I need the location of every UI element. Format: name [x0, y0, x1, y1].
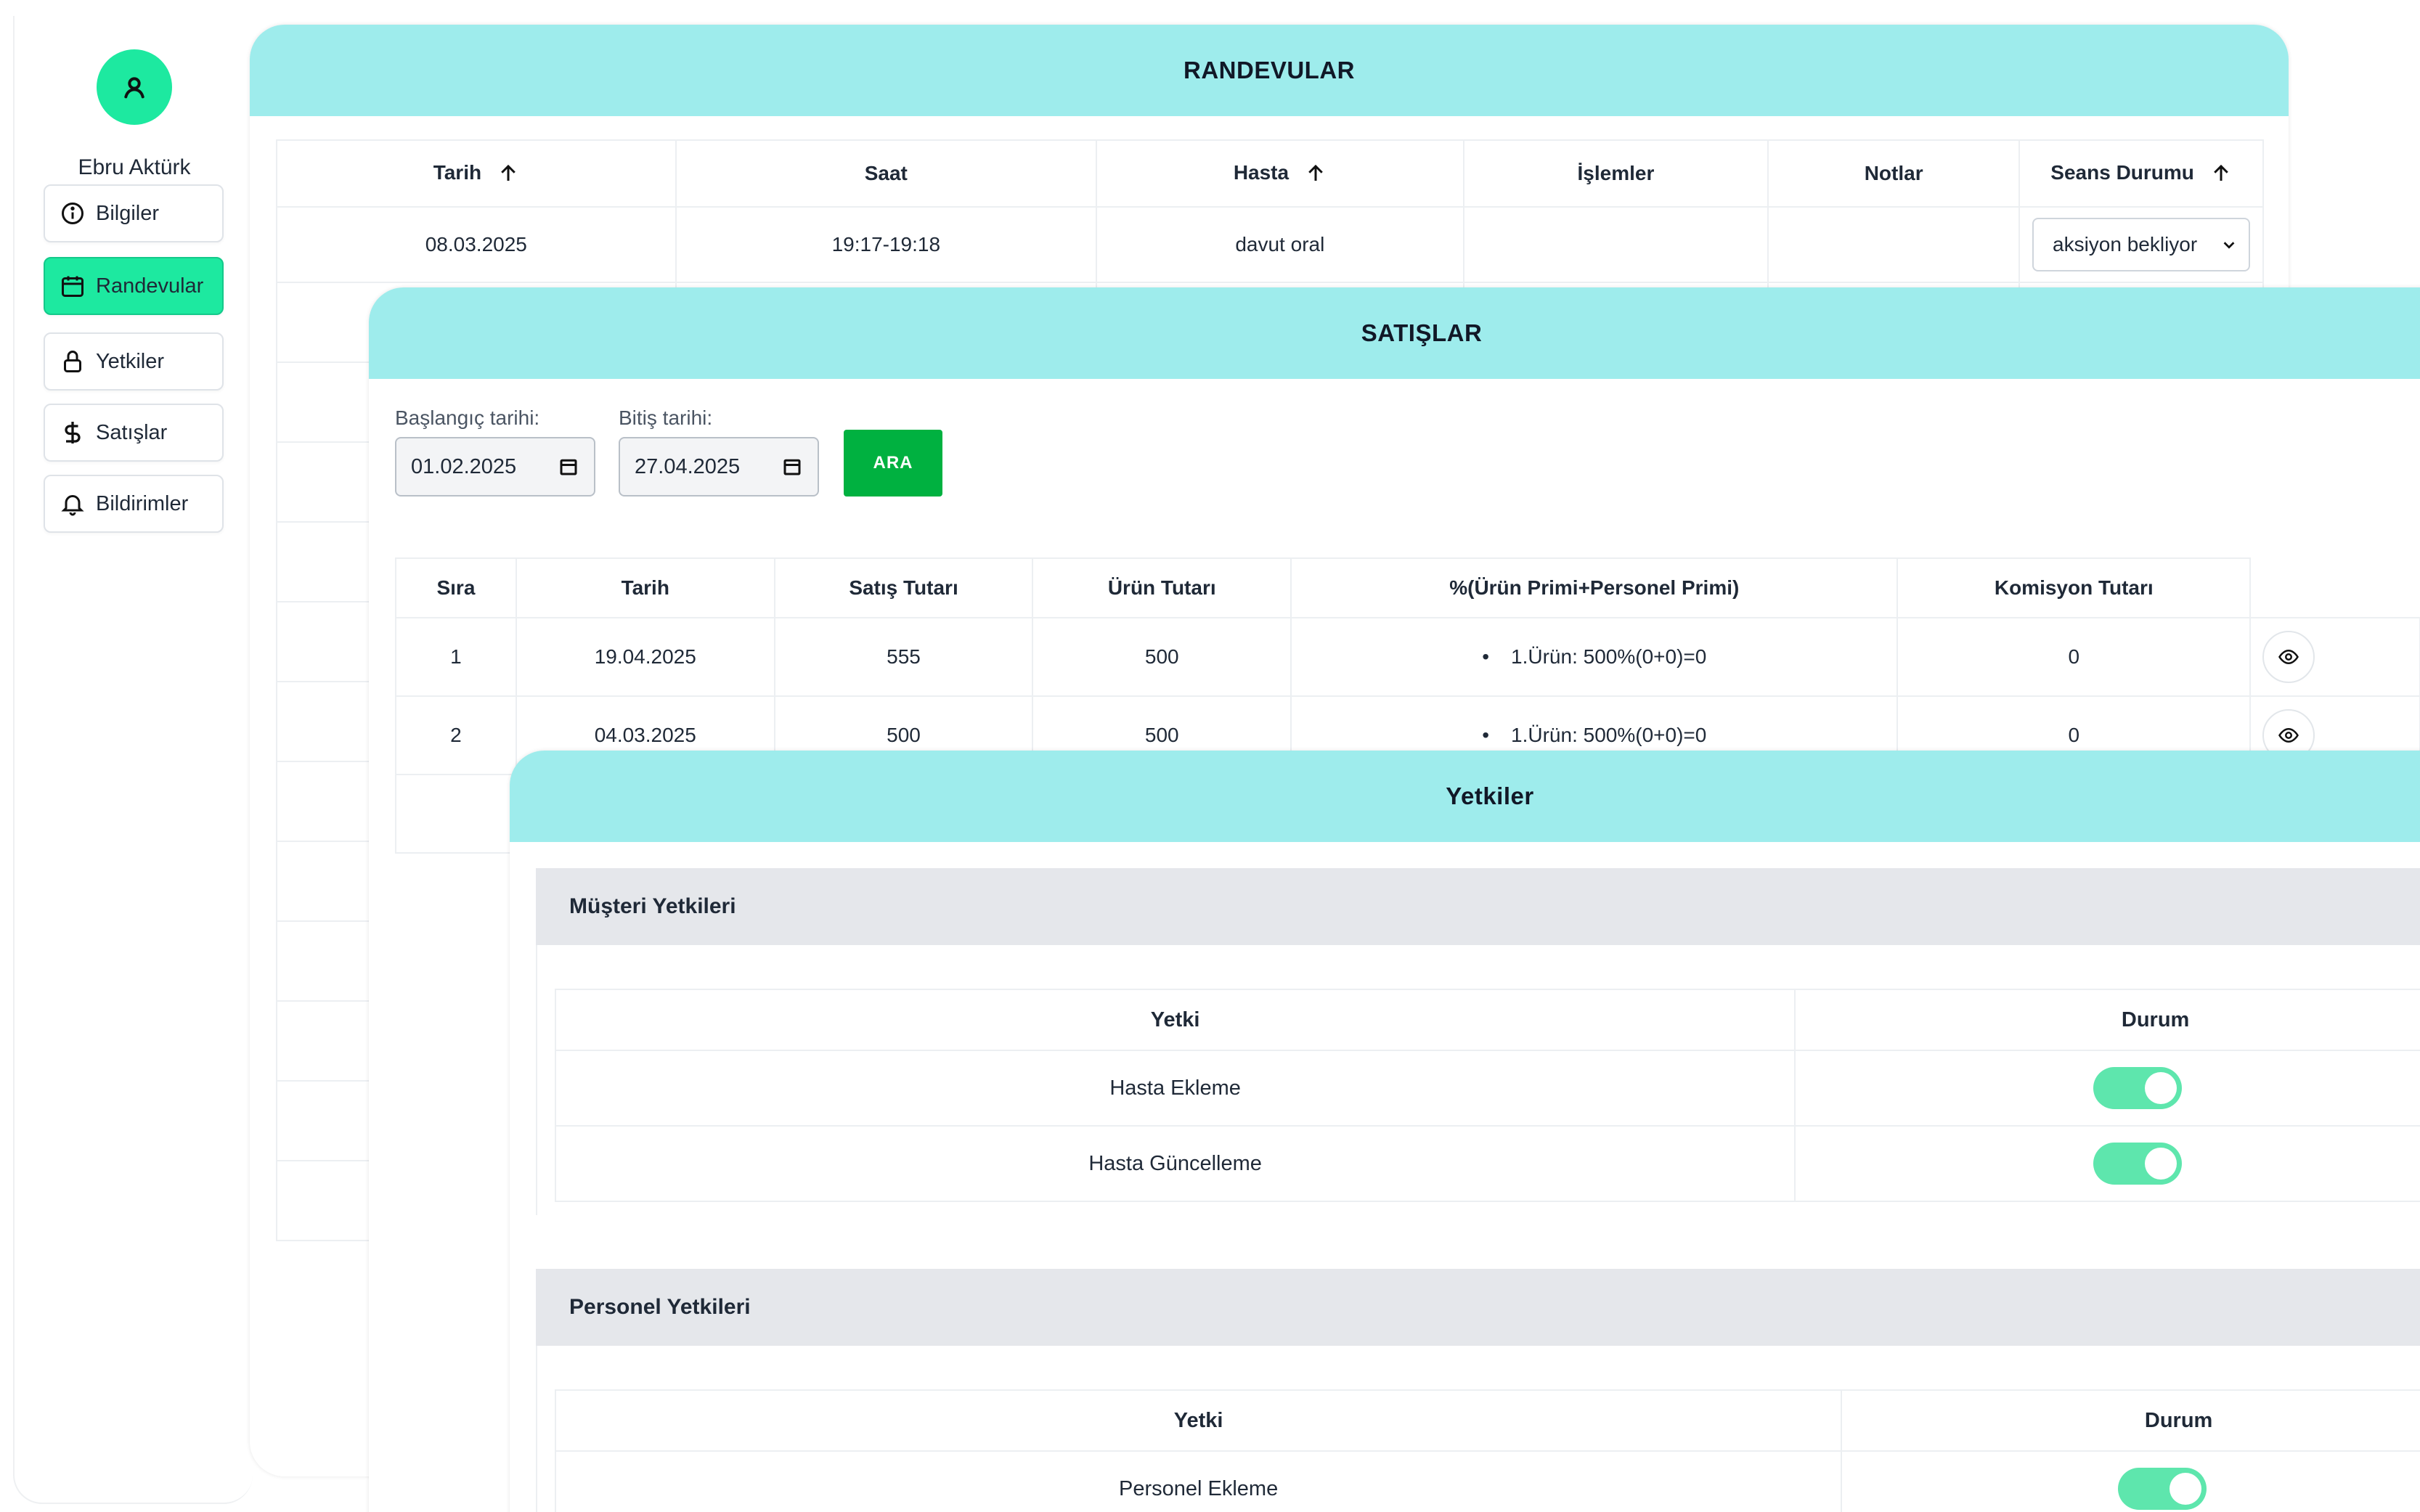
table-row: 1 19.04.2025 555 500 1.Ürün: 500%(0+0)=0… — [395, 617, 2420, 697]
cell-islemler — [1462, 206, 1769, 283]
start-date-input[interactable]: 01.02.2025 — [395, 437, 595, 496]
dollar-icon — [65, 422, 81, 444]
bell-icon — [61, 495, 84, 516]
column-header-durum: Durum — [1794, 989, 2420, 1051]
sidebar-item-bildirimler[interactable]: Bildirimler — [44, 475, 224, 533]
end-date-label: Bitiş tarihi: — [619, 406, 713, 429]
cell-notlar — [1767, 206, 2020, 283]
cell-durum — [1794, 1125, 2420, 1202]
user-icon — [124, 77, 144, 99]
table-header-row: Yetki Durum — [554, 1389, 2420, 1452]
search-button[interactable]: ARA — [844, 430, 942, 496]
table-header-row: Tarih Saat Hasta İşlemler Notlar Seans D… — [276, 139, 2264, 208]
personel-yetkileri-table: Yetki Durum Personel Ekleme — [554, 1389, 2420, 1512]
cell-tarih: 08.03.2025 — [276, 206, 677, 283]
sidebar-item-label: Satışlar — [96, 420, 168, 444]
info-icon — [62, 203, 83, 224]
sort-arrow-up-icon[interactable] — [497, 161, 519, 186]
table-row: 08.03.2025 19:17-19:18 davut oral aksiyo… — [276, 206, 2264, 283]
view-details-button[interactable] — [2262, 631, 2315, 683]
sort-arrow-up-icon[interactable] — [1305, 161, 1327, 186]
column-header-hasta[interactable]: Hasta — [1096, 139, 1464, 208]
user-name: Ebru Aktürk — [78, 155, 191, 179]
sidebar-item-label: Yetkiler — [96, 349, 165, 373]
column-header-tarih[interactable]: Tarih — [276, 139, 677, 208]
column-header-yetki: Yetki — [554, 989, 1796, 1051]
table-row: Hasta Güncelleme — [554, 1125, 2420, 1202]
chevron-down-icon — [2223, 242, 2235, 249]
yetkiler-title: Yetkiler — [510, 751, 2420, 842]
eye-icon — [2278, 727, 2299, 743]
permission-toggle[interactable] — [2093, 1067, 2183, 1109]
sort-arrow-up-icon[interactable] — [2210, 161, 2232, 186]
cell-komisyon-tutari: 0 — [1897, 617, 2252, 697]
cell-hasta: davut oral — [1096, 206, 1464, 283]
cell-satis-tutari: 555 — [773, 617, 1034, 697]
musteri-yetkileri-title: Müşteri Yetkileri — [536, 868, 2420, 945]
column-header-notlar: Notlar — [1767, 139, 2020, 208]
table-row: Personel Ekleme — [554, 1450, 2420, 1512]
column-header-prim: %(Ürün Primi+Personel Primi) — [1290, 557, 1899, 618]
cell-yetki: Hasta Ekleme — [554, 1050, 1796, 1127]
calendar-icon — [62, 276, 83, 297]
column-header-islemler: İşlemler — [1462, 139, 1769, 208]
cell-yetki: Personel Ekleme — [554, 1450, 1843, 1512]
sidebar-item-bilgiler[interactable]: Bilgiler — [44, 184, 224, 242]
column-header-tarih: Tarih — [515, 557, 775, 618]
calendar-icon[interactable] — [558, 456, 579, 478]
cell-seans-durumu: aksiyon bekliyor — [2018, 206, 2264, 283]
column-header-saat: Saat — [675, 139, 1098, 208]
satislar-title: SATIŞLAR — [369, 287, 2420, 379]
end-date-input[interactable]: 27.04.2025 — [619, 437, 819, 496]
cell-durum — [1794, 1050, 2420, 1127]
seans-durumu-select[interactable]: aksiyon bekliyor — [2032, 218, 2250, 271]
prim-list-item: 1.Ürün: 500%(0+0)=0 — [1482, 645, 1706, 668]
sidebar-item-label: Bildirimler — [96, 491, 189, 515]
sidebar-item-satislar[interactable]: Satışlar — [44, 404, 224, 462]
permission-toggle[interactable] — [2093, 1143, 2183, 1185]
sidebar-item-label: Randevular — [96, 274, 204, 298]
table-row: Hasta Ekleme — [554, 1050, 2420, 1127]
table-header-row: Yetki Durum — [554, 989, 2420, 1051]
user-avatar[interactable] — [97, 49, 172, 125]
permission-toggle[interactable] — [2118, 1468, 2207, 1510]
cell-tarih: 19.04.2025 — [515, 617, 775, 697]
start-date-label: Başlangıç tarihi: — [395, 406, 540, 429]
lock-icon — [64, 351, 81, 372]
sidebar-item-yetkiler[interactable]: Yetkiler — [44, 332, 224, 391]
musteri-yetkileri-table: Yetki Durum Hasta Ekleme Hasta Güncellem… — [554, 989, 2420, 1202]
column-header-komisyon-tutari: Komisyon Tutarı — [1897, 557, 2252, 618]
cell-prim: 1.Ürün: 500%(0+0)=0 — [1290, 617, 1899, 697]
column-header-seans-durumu[interactable]: Seans Durumu — [2018, 139, 2264, 208]
cell-yetki: Hasta Güncelleme — [554, 1125, 1796, 1202]
cell-sira: 1 — [395, 617, 517, 697]
table-header-row: Sıra Tarih Satış Tutarı Ürün Tutarı %(Ür… — [395, 557, 2420, 618]
sidebar: Ebru Aktürk Bilgiler Randevular Yetkiler… — [13, 16, 253, 1504]
personel-yetkileri-title: Personel Yetkileri — [536, 1269, 2420, 1346]
column-header-satis-tutari: Satış Tutarı — [773, 557, 1034, 618]
prim-list-item: 1.Ürün: 500%(0+0)=0 — [1482, 724, 1706, 746]
column-header-urun-tutari: Ürün Tutarı — [1032, 557, 1292, 618]
cell-actions — [2249, 617, 2420, 697]
column-header-sira: Sıra — [395, 557, 517, 618]
cell-durum — [1841, 1450, 2420, 1512]
sidebar-item-randevular[interactable]: Randevular — [44, 257, 224, 315]
column-header-yetki: Yetki — [554, 1389, 1843, 1452]
eye-icon — [2278, 649, 2299, 665]
cell-sira: 2 — [395, 695, 517, 775]
cell-urun-tutari: 500 — [1032, 617, 1292, 697]
cell-saat: 19:17-19:18 — [675, 206, 1098, 283]
calendar-icon[interactable] — [781, 456, 803, 478]
column-header-durum: Durum — [1841, 1389, 2420, 1452]
randevular-title: RANDEVULAR — [250, 25, 2289, 116]
yetkiler-panel: Yetkiler Müşteri Yetkileri Yetki Durum H… — [510, 751, 2420, 1512]
sidebar-item-label: Bilgiler — [96, 201, 160, 225]
column-header-actions — [2249, 558, 2420, 618]
